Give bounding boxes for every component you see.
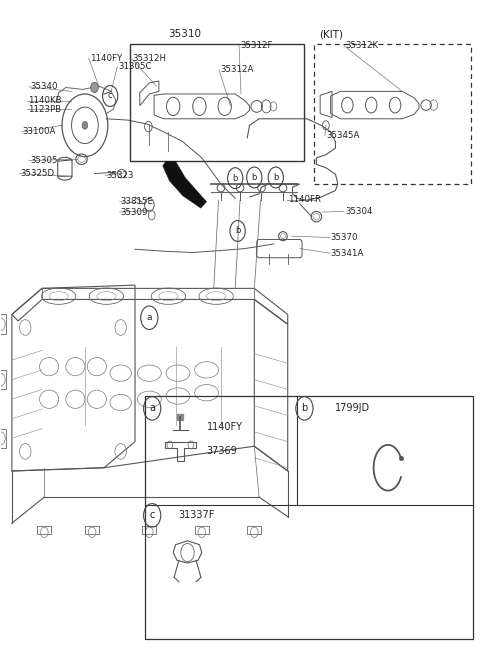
Text: 35312A: 35312A [220, 66, 253, 75]
Text: 35345A: 35345A [326, 131, 359, 140]
Text: b: b [232, 174, 238, 183]
Text: 35340: 35340 [30, 83, 58, 91]
Text: b: b [301, 403, 308, 413]
Text: 35312K: 35312K [345, 41, 378, 50]
Text: (KIT): (KIT) [319, 29, 343, 39]
Text: b: b [273, 173, 278, 182]
Text: c: c [108, 92, 112, 100]
Text: 31305C: 31305C [118, 62, 152, 71]
Text: b: b [252, 173, 257, 182]
Text: 35341A: 35341A [331, 249, 364, 257]
Text: 37369: 37369 [206, 447, 237, 457]
Text: 35323: 35323 [107, 171, 134, 180]
Text: 35312F: 35312F [240, 41, 273, 50]
Bar [130, 44, 304, 161]
Text: 1140FR: 1140FR [288, 195, 321, 204]
Circle shape [91, 83, 98, 93]
Bar [314, 44, 471, 184]
Text: 1140FY: 1140FY [90, 54, 122, 63]
Text: 35310: 35310 [168, 29, 202, 39]
Text: 35370: 35370 [331, 233, 358, 242]
Text: 33815E: 33815E [120, 197, 154, 206]
Text: 1140KB: 1140KB [28, 96, 61, 105]
Text: 1140FY: 1140FY [206, 422, 242, 432]
Text: 33100A: 33100A [23, 127, 56, 136]
Text: 1123PB: 1123PB [28, 105, 61, 114]
Bar [144, 396, 473, 639]
Text: a: a [146, 313, 152, 322]
Text: c: c [149, 510, 155, 520]
Text: 31337F: 31337F [178, 510, 215, 520]
Text: 35325D: 35325D [21, 169, 55, 178]
Text: b: b [235, 227, 240, 235]
Text: 35304: 35304 [345, 207, 372, 216]
Text: 35309: 35309 [120, 208, 148, 217]
Text: 35312H: 35312H [132, 54, 167, 64]
Text: 35305: 35305 [30, 156, 58, 165]
Text: 1799JD: 1799JD [336, 403, 371, 413]
Circle shape [82, 121, 88, 129]
Polygon shape [163, 161, 206, 208]
Text: a: a [149, 403, 155, 413]
